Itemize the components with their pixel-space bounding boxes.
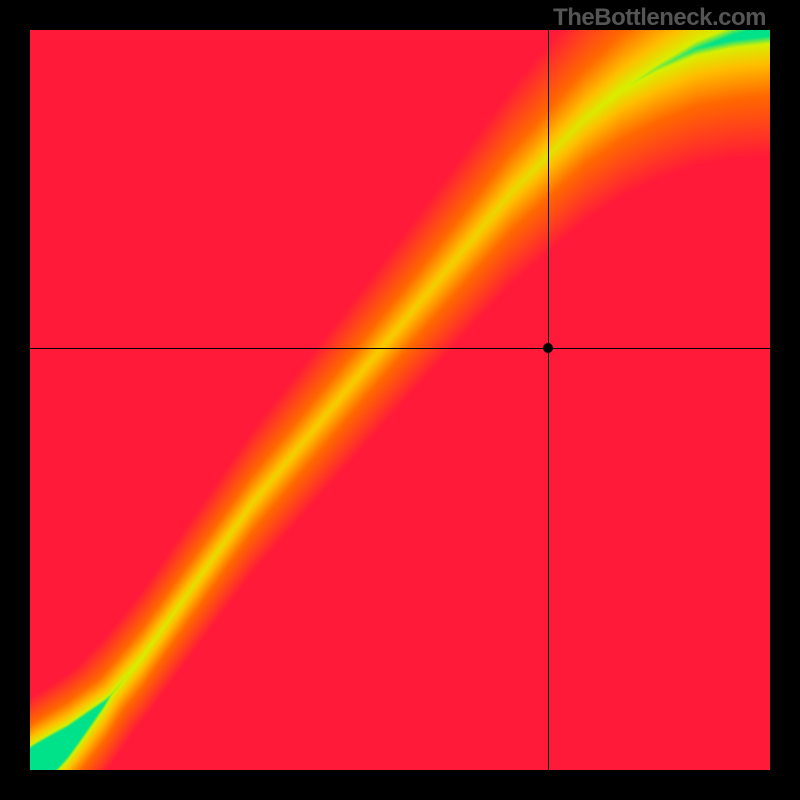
border-bottom <box>0 770 800 800</box>
border-left <box>0 0 30 800</box>
border-right <box>770 0 800 800</box>
crosshair-vertical <box>548 30 549 770</box>
crosshair-horizontal <box>30 348 770 349</box>
chart-frame: TheBottleneck.com <box>0 0 800 800</box>
watermark-text: TheBottleneck.com <box>553 4 766 32</box>
heatmap-plot <box>30 30 770 770</box>
heatmap-canvas <box>30 30 770 770</box>
